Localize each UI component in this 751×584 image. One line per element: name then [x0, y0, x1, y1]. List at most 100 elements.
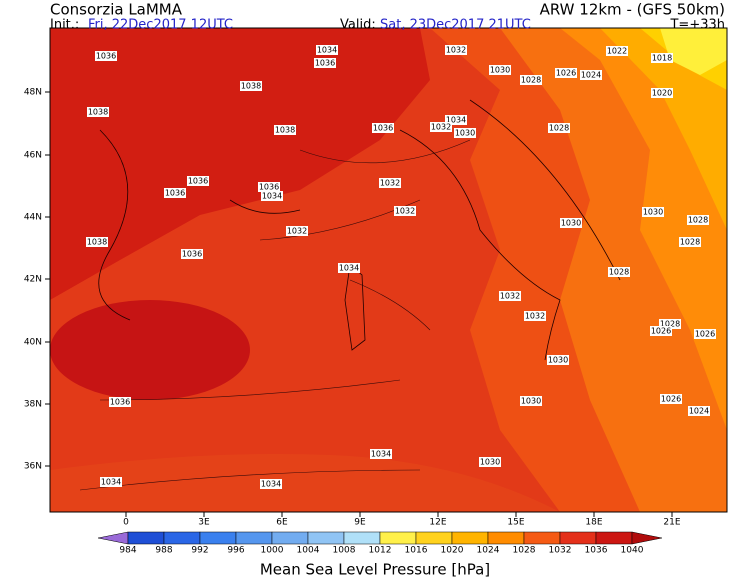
- colorbar-label: 1004: [297, 546, 320, 556]
- isobar-label: 1034: [339, 264, 359, 273]
- isobar-label: 1032: [431, 123, 451, 132]
- colorbar-label: 1040: [621, 546, 644, 556]
- isobar-label-box: [445, 45, 467, 55]
- colorbar-label: 1036: [585, 546, 608, 556]
- colorbar-label: 1024: [477, 546, 500, 556]
- isobar-label-box: [606, 46, 628, 56]
- isobar-label-box: [372, 123, 394, 133]
- isobar-label-box: [86, 237, 108, 247]
- isobar-label: 1030: [561, 219, 581, 228]
- isobar-label-box: [370, 449, 392, 459]
- lon-label: 21E: [663, 518, 680, 528]
- isobar-label: 1032: [380, 179, 400, 188]
- isobar-label-box: [258, 182, 280, 192]
- colorbar-label: 1016: [405, 546, 428, 556]
- isobar-label: 1032: [395, 207, 415, 216]
- colorbar-label: 1008: [333, 546, 356, 556]
- isobar-label-box: [651, 88, 673, 98]
- isobar-label: 1030: [480, 458, 500, 467]
- lat-label: 44N: [24, 213, 42, 223]
- colorbar-box: [307, 531, 345, 545]
- isobar-label: 1024: [581, 71, 601, 80]
- model-title: ARW 12km - (GFS 50km): [540, 1, 725, 19]
- colorbar-label: 1020: [441, 546, 464, 556]
- init-value: Fri, 22Dec2017 12UTC: [88, 18, 233, 33]
- isobar-label-box: [687, 215, 709, 225]
- isobar-label-box: [520, 396, 542, 406]
- isobar-label: 1020: [652, 89, 672, 98]
- isobar-label-box: [430, 122, 452, 132]
- isobar-label-box: [651, 53, 673, 63]
- init-label: Init.:: [50, 18, 79, 33]
- isobar-label: 1030: [490, 66, 510, 75]
- colorbar-box: [235, 531, 273, 545]
- valid-value: Sat, 23Dec2017 21UTC: [380, 18, 531, 33]
- colorbar-box: [379, 531, 417, 545]
- isobar-label-box: [524, 311, 546, 321]
- isobar-label: 1032: [287, 227, 307, 236]
- isobar-label-box: [314, 58, 336, 68]
- isobar-label-box: [580, 70, 602, 80]
- isobar-label: 1026: [556, 69, 576, 78]
- lat-label: 36N: [24, 462, 42, 472]
- colorbar-label: 984: [119, 546, 136, 556]
- isobar-label: 1024: [689, 407, 709, 416]
- isobar-label: 1030: [548, 356, 568, 365]
- colorbar-box: [487, 531, 525, 545]
- colorbar-box: [559, 531, 597, 545]
- isobar-label: 1028: [680, 238, 700, 247]
- lat-label: 48N: [24, 88, 42, 98]
- isobar-label-box: [109, 397, 131, 407]
- isobar-label-box: [660, 394, 682, 404]
- colorbar-label: 1000: [261, 546, 284, 556]
- lat-label: 40N: [24, 338, 42, 348]
- isobar-label: 1032: [525, 312, 545, 321]
- isobar-label-box: [555, 68, 577, 78]
- lon-label: 0: [123, 518, 129, 528]
- isobar-label-box: [87, 107, 109, 117]
- isobar-label-box: [454, 128, 476, 138]
- lat-label: 46N: [24, 151, 42, 161]
- isobar-label: 1036: [259, 183, 279, 192]
- lon-label: 9E: [354, 518, 366, 528]
- source-title: Consorzia LaMMA: [50, 1, 183, 19]
- isobar-label-box: [479, 457, 501, 467]
- lat-label: 42N: [24, 275, 42, 285]
- isobar-label-box: [181, 249, 203, 259]
- isobar-label-box: [520, 75, 542, 85]
- colorbar-box: [271, 531, 309, 545]
- isobar-label-box: [316, 45, 338, 55]
- colorbar-label: 996: [227, 546, 244, 556]
- isobar-label-box: [445, 115, 467, 125]
- isobar-label: 1028: [609, 268, 629, 277]
- isobar-label-box: [240, 81, 262, 91]
- colorbar-label: 1028: [513, 546, 536, 556]
- isobar-label: 1034: [317, 46, 337, 55]
- isobar-label: 1026: [661, 395, 681, 404]
- isobar-label-box: [286, 226, 308, 236]
- isobar-label: 1038: [88, 108, 108, 117]
- colorbar-box: [415, 531, 453, 545]
- lat-label: 38N: [24, 400, 42, 410]
- isobar-label-box: [642, 207, 664, 217]
- colorbar-box: [595, 531, 633, 545]
- isobar-label-box: [679, 237, 701, 247]
- isobar-label: 1036: [182, 250, 202, 259]
- isobar-label: 1026: [651, 327, 671, 336]
- isobar-label: 1030: [521, 397, 541, 406]
- isobar-label: 1036: [373, 124, 393, 133]
- isobar-label-box: [547, 355, 569, 365]
- isobar-label-box: [489, 65, 511, 75]
- isobar-label: 1028: [549, 124, 569, 133]
- isobar-label: 1036: [96, 52, 116, 61]
- isobar-label: 1026: [695, 330, 715, 339]
- valid-label: Valid:: [340, 18, 376, 33]
- lead-time: T=+33h: [669, 18, 725, 33]
- colorbar-title: Mean Sea Level Pressure [hPa]: [260, 561, 490, 579]
- colorbar-label: 988: [155, 546, 172, 556]
- isobar-label: 1032: [446, 46, 466, 55]
- isobar-label: 1028: [660, 320, 680, 329]
- isobar-label-box: [688, 406, 710, 416]
- isobar-label-box: [274, 125, 296, 135]
- lon-label: 18E: [585, 518, 602, 528]
